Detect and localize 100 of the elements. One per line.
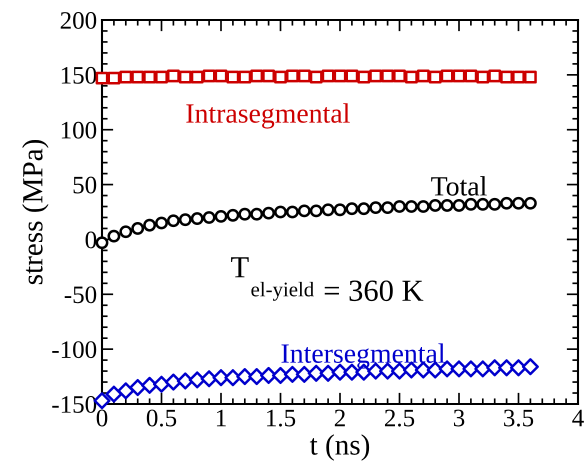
point	[155, 216, 168, 230]
point	[440, 70, 454, 82]
point	[164, 374, 182, 391]
point	[393, 70, 406, 82]
point	[96, 236, 108, 250]
point	[405, 70, 418, 84]
point	[428, 199, 442, 212]
point	[322, 203, 334, 216]
point	[96, 72, 108, 85]
point	[310, 70, 323, 84]
x-tick-label: 3	[454, 410, 464, 426]
point	[274, 206, 287, 218]
y-tick-label: 100	[62, 122, 96, 139]
point	[488, 70, 502, 82]
point	[286, 206, 299, 218]
point	[238, 208, 252, 221]
point	[334, 70, 346, 82]
point	[452, 70, 466, 82]
point	[512, 196, 525, 210]
point	[440, 199, 454, 212]
x-tick-label: 0	[96, 410, 108, 426]
point	[190, 212, 204, 225]
y-tick-label: -50	[64, 286, 96, 304]
point	[214, 210, 228, 223]
point	[405, 200, 418, 213]
point	[416, 200, 430, 213]
point	[298, 204, 311, 218]
point	[381, 70, 394, 82]
y-tick-label: -100	[52, 341, 96, 358]
point	[214, 70, 228, 82]
point	[334, 203, 346, 216]
point	[262, 70, 275, 82]
series-label: Intrasegmental	[186, 103, 350, 129]
point	[428, 70, 442, 84]
point	[322, 70, 334, 82]
point	[202, 70, 216, 82]
point	[274, 70, 287, 84]
point	[369, 201, 382, 214]
point	[393, 200, 406, 213]
point	[500, 70, 513, 84]
point	[416, 70, 430, 82]
point	[143, 70, 156, 84]
point	[357, 202, 370, 216]
point	[346, 70, 358, 82]
point	[524, 196, 537, 210]
point	[500, 196, 513, 210]
point	[176, 372, 194, 390]
point	[262, 206, 275, 220]
point	[178, 70, 192, 84]
point	[167, 70, 180, 82]
point	[346, 202, 358, 216]
x-axis-title: t (ns)	[310, 434, 370, 461]
series-label: Total	[431, 176, 487, 196]
point	[141, 376, 158, 394]
point	[152, 376, 170, 393]
point	[464, 198, 478, 211]
annotation: Tel-yield = 360 K	[231, 257, 424, 302]
point	[108, 72, 120, 85]
point	[250, 70, 264, 82]
point	[117, 382, 134, 400]
point	[178, 213, 192, 226]
point	[522, 358, 539, 376]
x-tick-label: 1.5	[267, 410, 296, 427]
point	[250, 208, 264, 221]
point	[476, 198, 490, 211]
x-tick-label: 1	[216, 410, 226, 426]
y-tick-label: 50	[74, 176, 96, 194]
point	[238, 70, 252, 84]
point	[108, 230, 120, 243]
point	[131, 70, 144, 84]
series-label: Intersegmental	[282, 343, 445, 369]
point	[476, 70, 490, 84]
point	[129, 379, 146, 396]
y-tick-label: 200	[60, 12, 96, 29]
point	[474, 360, 492, 378]
point	[224, 369, 242, 386]
x-tick-label: 4	[572, 410, 584, 426]
y-tick-label: -150	[52, 396, 96, 413]
y-tick-label: 150	[62, 66, 96, 84]
y-axis-title: stress (MPa)	[22, 140, 49, 284]
x-tick-label: 3.5	[504, 410, 534, 427]
point	[286, 70, 299, 82]
point	[202, 211, 216, 224]
point	[488, 198, 502, 211]
point	[310, 204, 323, 218]
y-tick-label: 0	[86, 231, 96, 248]
point	[357, 70, 370, 84]
point	[167, 214, 180, 228]
point	[190, 70, 204, 84]
point	[226, 70, 240, 84]
point	[119, 70, 132, 84]
point	[188, 371, 206, 388]
point	[298, 70, 311, 82]
point	[248, 368, 266, 386]
point	[524, 70, 537, 84]
point	[452, 199, 466, 212]
point	[464, 70, 478, 82]
x-tick-label: 0.5	[146, 410, 176, 427]
point	[381, 201, 394, 214]
point	[105, 386, 122, 403]
